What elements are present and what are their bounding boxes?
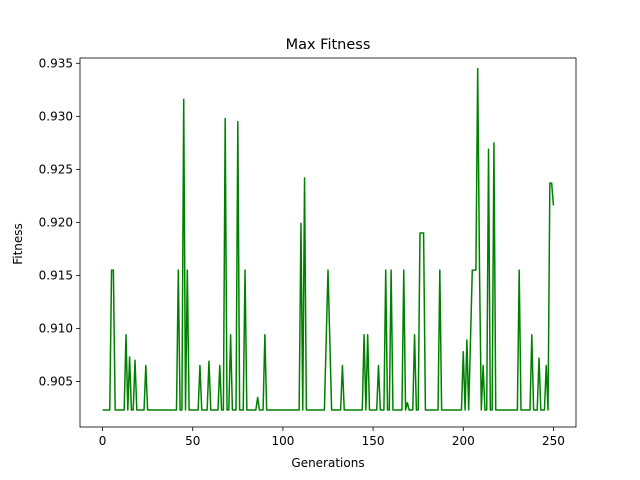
x-tick-label: 150 — [362, 434, 385, 448]
x-axis-label: Generations — [291, 456, 364, 470]
y-tick-label: 0.920 — [39, 215, 73, 229]
y-tick-label: 0.930 — [39, 109, 73, 123]
x-tick-label: 0 — [99, 434, 107, 448]
plot-frame — [79, 57, 577, 428]
plot-background — [80, 58, 576, 427]
y-tick-label: 0.925 — [39, 162, 73, 176]
y-tick-label: 0.935 — [39, 56, 73, 70]
y-tick-label: 0.910 — [39, 321, 73, 335]
x-tick-label: 200 — [452, 434, 475, 448]
y-axis-label: Fitness — [11, 223, 25, 265]
series-layer — [102, 67, 555, 411]
chart-title: Max Fitness — [286, 37, 371, 53]
x-tick-label: 250 — [542, 434, 565, 448]
y-axis: 0.905 0.910 0.915 0.920 0.925 0.930 0.935 — [39, 56, 80, 388]
x-axis: 0 50 100 150 200 250 — [99, 427, 565, 448]
plot-area — [80, 58, 576, 427]
x-tick-label: 100 — [271, 434, 294, 448]
series-line-0 — [102, 67, 555, 411]
y-tick-label: 0.915 — [39, 268, 73, 282]
y-tick-label: 0.905 — [39, 374, 73, 388]
x-tick-label: 50 — [185, 434, 200, 448]
